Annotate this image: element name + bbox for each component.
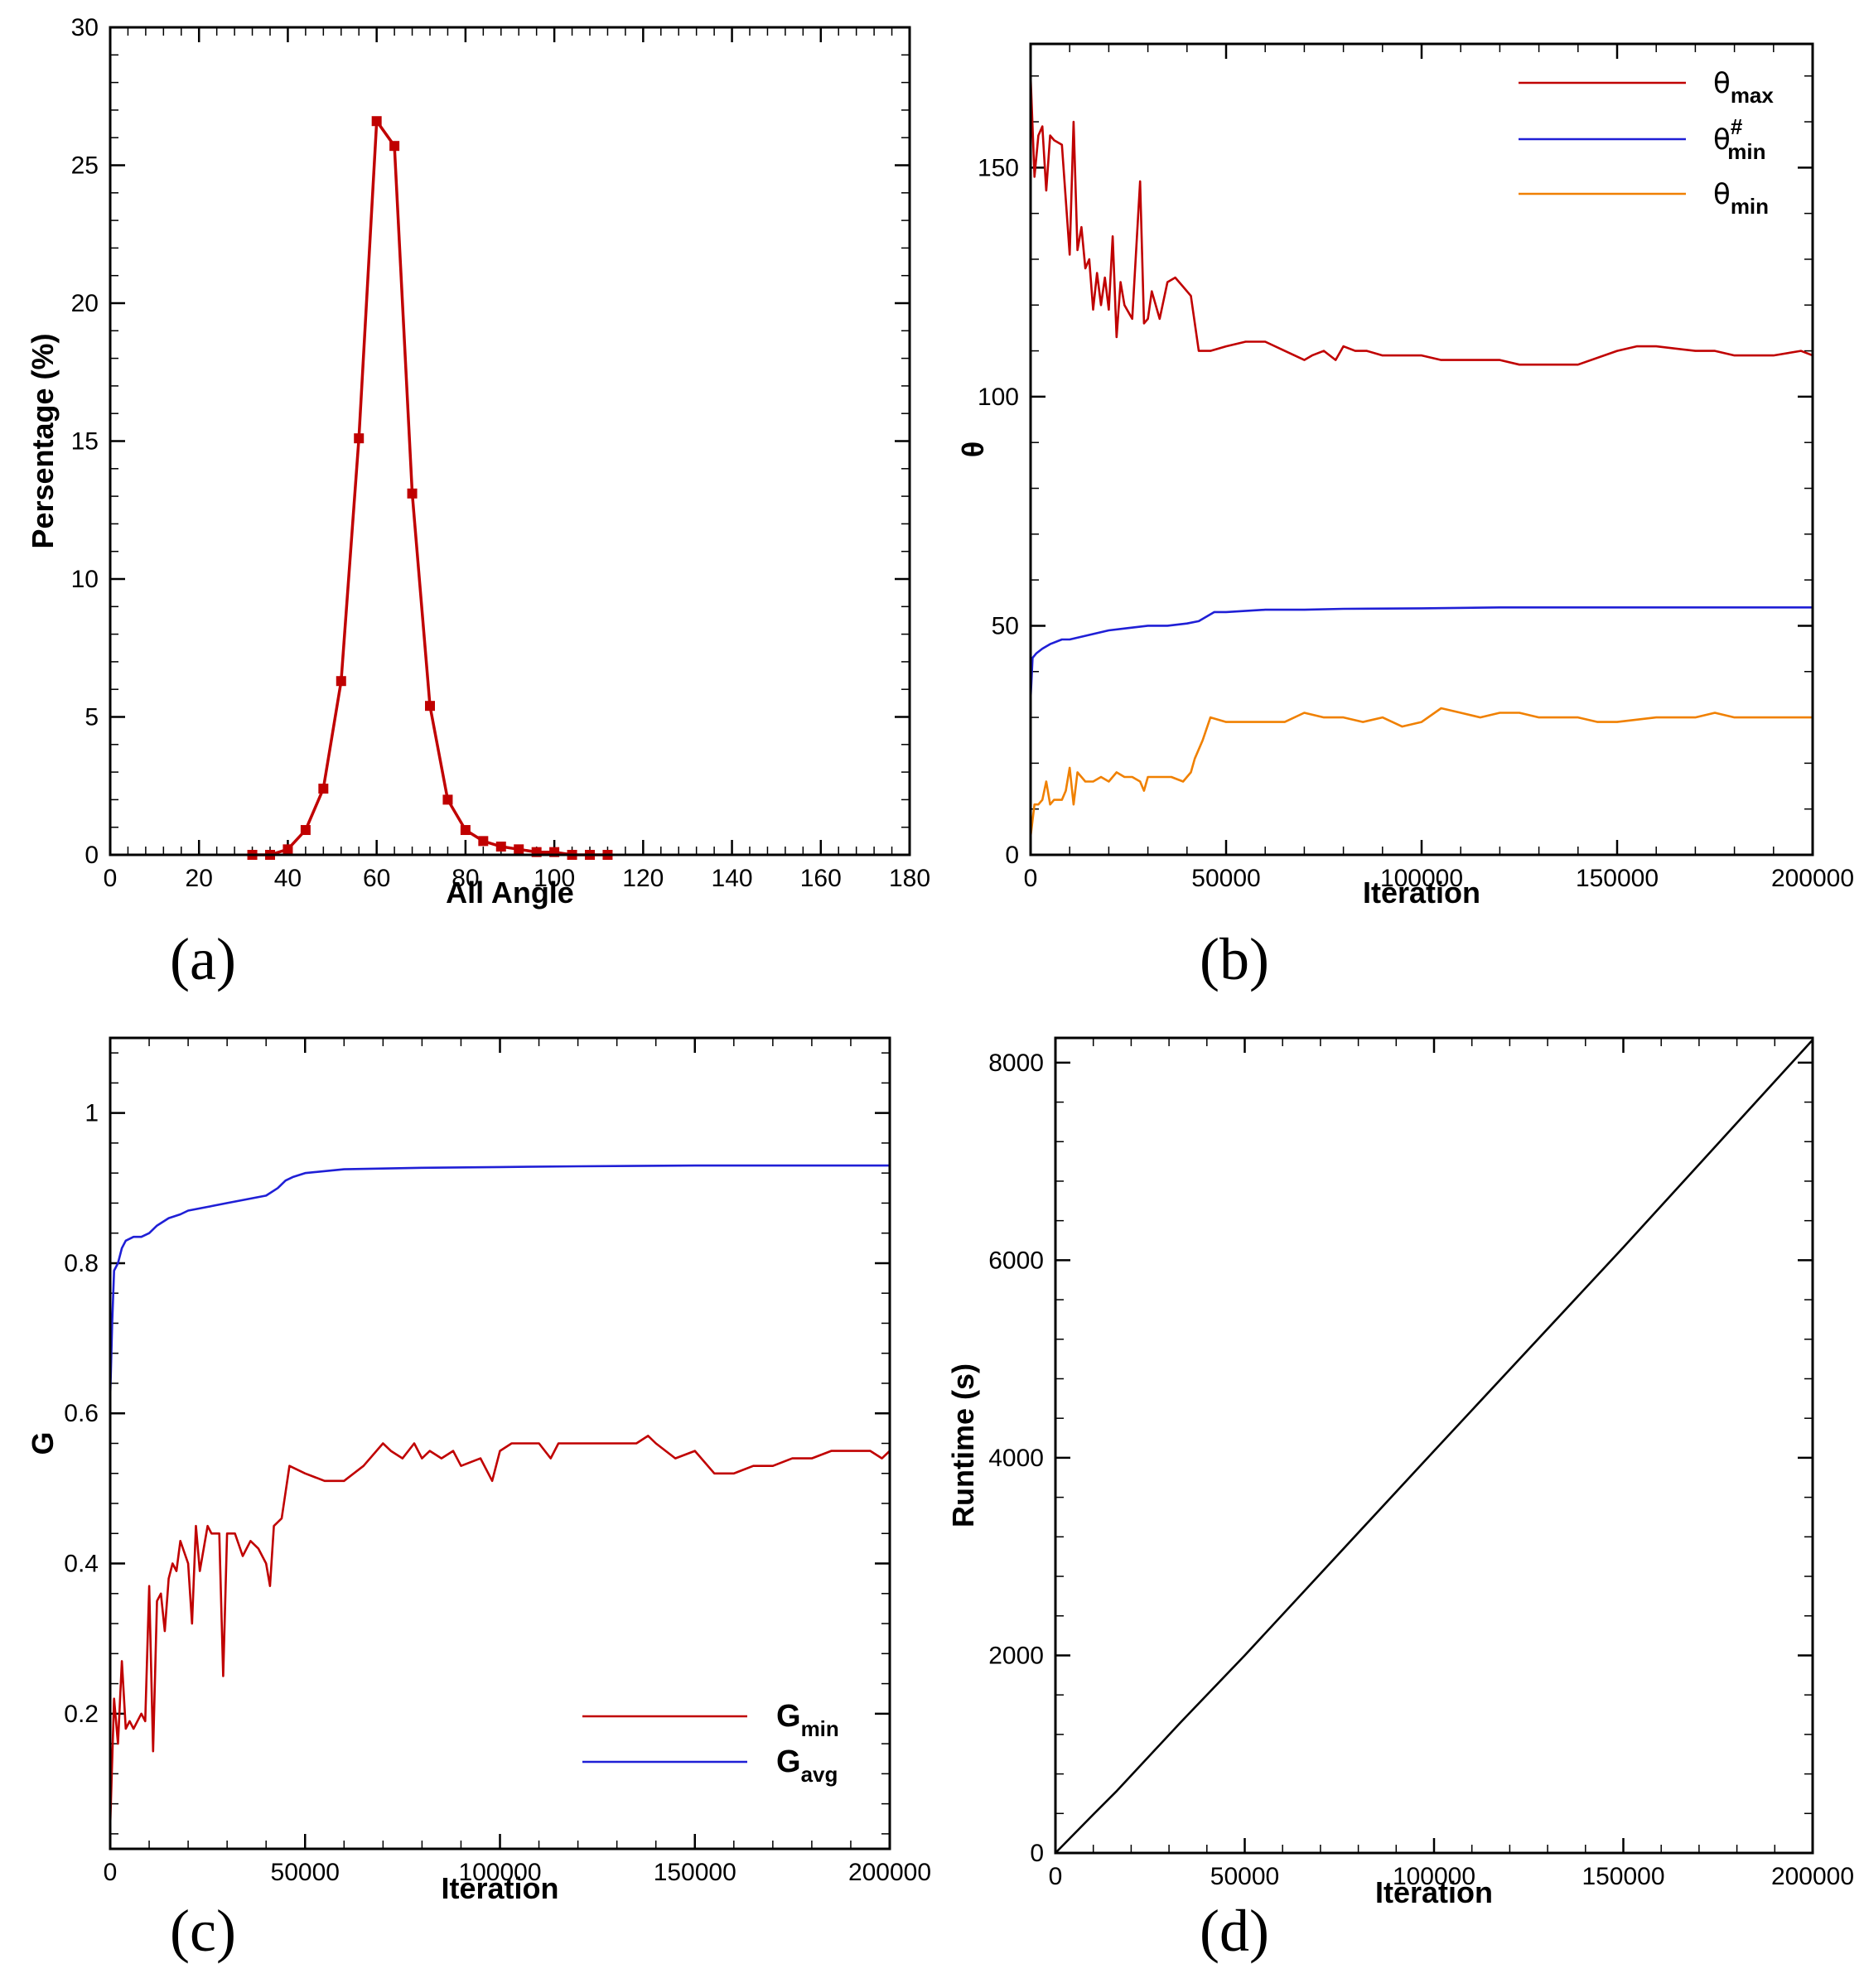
y-tick-label: 30: [71, 14, 99, 41]
y-tick-label: 0: [85, 842, 99, 869]
x-tick-label: 50000: [1210, 1863, 1279, 1890]
x-tick-label: 50000: [1191, 865, 1260, 892]
y-tick-label: 0: [1030, 1840, 1044, 1867]
y-tick-label: 15: [71, 428, 99, 456]
data-point-marker: [371, 116, 382, 127]
data-point-marker: [336, 676, 346, 687]
x-axis-title: Iteration: [1375, 1875, 1493, 1909]
panel-label: (c): [170, 1898, 236, 1964]
series-line-min: [109, 1435, 891, 1826]
data-point-marker: [442, 794, 453, 805]
series-line-max: [1029, 75, 1813, 366]
legend-label: Gavg: [776, 1744, 838, 1787]
plot-frame: [109, 1036, 891, 1850]
legend-label: Gmin: [776, 1699, 839, 1741]
y-tick-label: 0.4: [64, 1551, 99, 1578]
x-tick-label: 0: [104, 865, 118, 892]
y-tick-label: 0.6: [64, 1400, 99, 1427]
data-point-marker: [514, 844, 524, 855]
x-tick-label: 200000: [1771, 865, 1854, 892]
x-tick-label: 150000: [654, 1859, 736, 1886]
y-tick-label: 10: [71, 566, 99, 593]
data-point-marker: [549, 847, 560, 857]
x-tick-label: 150000: [1582, 1863, 1664, 1890]
panel-a-chart: 0 20 40 60 80 100 120 140 160 180 0 5 10 15 20 25 30 All …: [26, 14, 930, 992]
y-tick-label: 0.2: [64, 1701, 99, 1728]
x-tick-label: 150000: [1576, 865, 1659, 892]
x-tick-label: 60: [363, 865, 390, 892]
plot-frame: [109, 26, 911, 856]
y-axis-title: Persentage (%): [26, 333, 60, 548]
y-tick-label: 6000: [988, 1247, 1044, 1274]
legend-label: θmax: [1713, 67, 1774, 108]
x-tick-label: 100000: [1380, 865, 1463, 892]
x-tick-label: 0: [1024, 865, 1038, 892]
x-axis-title: Iteration: [1363, 876, 1480, 910]
plot-frame: [1029, 42, 1814, 856]
data-point-marker: [531, 847, 542, 857]
y-axis-title: Runtime (s): [946, 1363, 980, 1527]
x-tick-label: 20: [186, 865, 213, 892]
y-tick-label: 2000: [988, 1642, 1044, 1669]
x-tick-label: 40: [274, 865, 302, 892]
series-line-runtime: [1055, 1039, 1813, 1854]
y-tick-label: 20: [71, 290, 99, 317]
y-tick-label: 0.8: [64, 1250, 99, 1277]
y-tick-label: 25: [71, 152, 99, 180]
y-axis-title: θ: [956, 442, 990, 457]
data-point-marker: [478, 836, 489, 847]
legend-label: θ# min: [1713, 114, 1766, 164]
y-tick-label: 0: [1005, 842, 1019, 869]
y-tick-label: 50: [992, 612, 1019, 639]
y-tick-label: 8000: [988, 1049, 1044, 1077]
series-line-min: [1029, 707, 1813, 837]
x-tick-label: 80: [452, 865, 479, 892]
series-line-avg: [109, 1164, 890, 1399]
x-axis-title: Iteration: [441, 1871, 558, 1905]
y-tick-label: 150: [978, 154, 1019, 181]
legend-label: θmin: [1713, 178, 1769, 219]
x-tick-label: 100000: [458, 1859, 541, 1886]
y-tick-label: 5: [85, 704, 99, 731]
x-tick-label: 200000: [848, 1859, 931, 1886]
data-point-marker: [389, 141, 400, 152]
x-tick-label: 50000: [271, 1859, 340, 1886]
y-tick-label: 4000: [988, 1445, 1044, 1472]
x-tick-label: 140: [712, 865, 753, 892]
y-tick-label: 1: [85, 1100, 99, 1127]
data-point-marker: [300, 825, 311, 836]
data-point-marker: [354, 433, 365, 444]
data-point-marker: [460, 825, 471, 836]
x-tick-label: 160: [800, 865, 842, 892]
panel-b-chart: 0 50000 100000 150000 200000 0 50 100 150 Iterati…: [956, 42, 1854, 992]
panel-label: (b): [1200, 926, 1269, 992]
x-tick-label: 100: [534, 865, 575, 892]
data-point-marker: [282, 844, 293, 855]
y-axis-title: G: [26, 1431, 60, 1455]
x-axis-title: All Angle: [446, 876, 574, 910]
plot-frame: [1054, 1036, 1814, 1855]
panel-label: (d): [1200, 1898, 1269, 1964]
data-point-marker: [495, 842, 506, 852]
x-tick-label: 200000: [1771, 1863, 1854, 1890]
data-point-marker: [425, 701, 435, 712]
x-tick-label: 0: [104, 1859, 118, 1886]
panel-c-chart: 0 50000 100000 150000 200000 0.2 0.4 0.6 0.8 1 Ite…: [26, 1036, 931, 1964]
y-tick-label: 100: [978, 384, 1019, 411]
panel-label: (a): [170, 926, 236, 992]
data-point-marker: [407, 488, 418, 499]
x-tick-label: 120: [622, 865, 664, 892]
data-point-marker: [318, 784, 329, 794]
series-line-min: [1029, 606, 1813, 699]
x-tick-label: 0: [1049, 1863, 1063, 1890]
x-tick-label: 180: [889, 865, 930, 892]
x-tick-label: 100000: [1393, 1863, 1475, 1890]
panel-d-chart: 0 50000 100000 150000 200000 0 2000 4000 6000 800…: [946, 1036, 1854, 1964]
